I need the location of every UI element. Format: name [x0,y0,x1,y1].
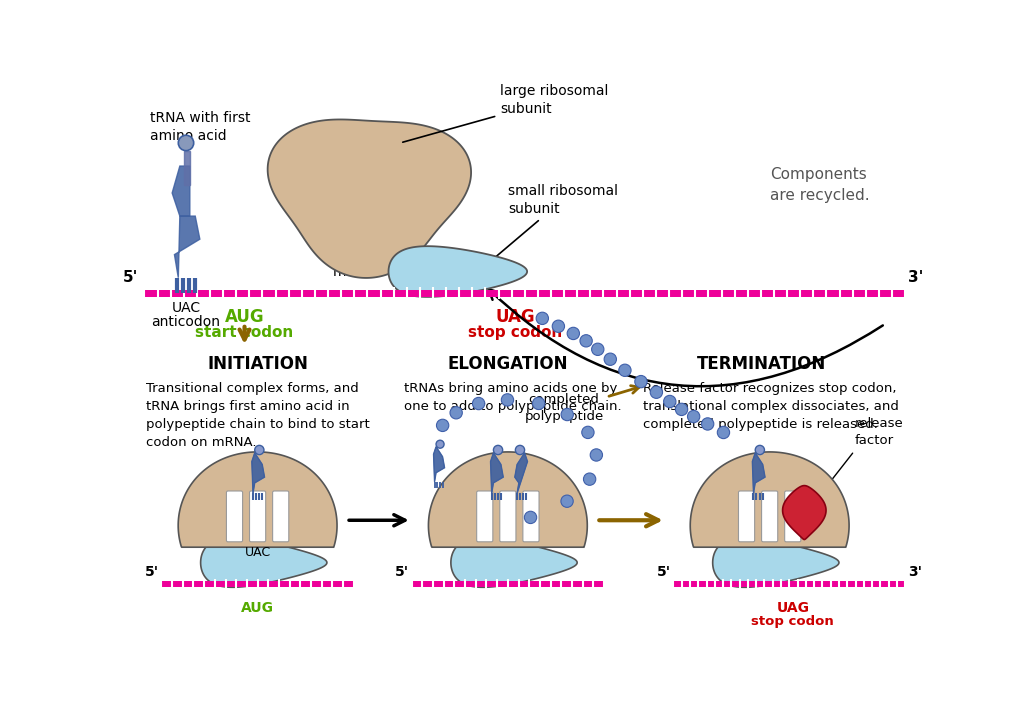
Circle shape [552,320,564,332]
Text: UAG: UAG [496,309,536,327]
Text: small ribosomal
subunit: small ribosomal subunit [486,184,617,264]
Circle shape [618,364,631,376]
Circle shape [450,407,462,419]
Text: stop codon: stop codon [468,325,562,340]
Circle shape [701,417,714,430]
Text: UAC: UAC [171,301,201,315]
Polygon shape [782,486,826,540]
Polygon shape [490,453,503,493]
Circle shape [567,327,580,339]
Circle shape [664,395,676,408]
Text: anticodon: anticodon [152,315,220,329]
Text: tRNAs bring amino acids one by
one to add to polypeptide chain.: tRNAs bring amino acids one by one to ad… [403,382,622,413]
Circle shape [582,426,594,439]
Circle shape [561,495,573,508]
FancyBboxPatch shape [784,491,801,542]
Text: AUG: AUG [241,601,274,615]
FancyBboxPatch shape [272,491,289,542]
Circle shape [604,353,616,366]
Circle shape [494,445,503,454]
Text: 5': 5' [395,565,410,579]
Polygon shape [451,538,578,587]
Circle shape [178,135,194,151]
Text: ELONGATION: ELONGATION [447,355,568,373]
Text: Components
are recycled.: Components are recycled. [770,168,869,203]
Polygon shape [201,538,327,587]
Polygon shape [172,166,189,216]
Text: 5': 5' [657,565,671,579]
Polygon shape [713,538,839,587]
Circle shape [436,440,444,448]
Text: Transitional complex forms, and
tRNA brings first amino acid in
polypeptide chai: Transitional complex forms, and tRNA bri… [146,382,370,449]
Text: mRNA: mRNA [333,266,376,279]
Circle shape [436,419,449,432]
Circle shape [472,398,484,410]
Text: completed
polypeptide: completed polypeptide [524,393,603,423]
FancyBboxPatch shape [762,491,778,542]
Circle shape [532,398,545,410]
Text: tRNA with first
amino acid: tRNA with first amino acid [150,111,250,143]
FancyBboxPatch shape [500,491,516,542]
FancyBboxPatch shape [738,491,755,542]
Text: AUG: AUG [224,309,264,327]
Text: large ribosomal
subunit: large ribosomal subunit [402,84,608,142]
Circle shape [255,445,264,454]
Text: 3': 3' [908,271,924,285]
Polygon shape [184,151,189,185]
Polygon shape [428,452,588,547]
Circle shape [717,426,730,439]
Polygon shape [174,216,200,278]
Text: 5': 5' [123,271,138,285]
Text: release
factor: release factor [854,417,903,447]
Polygon shape [267,119,471,278]
Text: INITIATION: INITIATION [207,355,308,373]
Circle shape [635,376,647,388]
Polygon shape [252,453,264,493]
Circle shape [502,394,514,406]
Circle shape [756,445,765,454]
Circle shape [687,410,699,422]
Polygon shape [690,452,849,547]
Polygon shape [178,452,337,547]
Bar [162,581,354,587]
Circle shape [524,511,537,523]
Circle shape [537,312,549,324]
Text: stop codon: stop codon [752,615,835,628]
Polygon shape [388,246,527,297]
Bar [674,581,905,587]
Polygon shape [433,447,444,482]
Bar [412,581,604,587]
Polygon shape [753,453,765,493]
Circle shape [515,445,524,454]
FancyBboxPatch shape [250,491,265,542]
Circle shape [580,334,592,347]
Circle shape [676,403,688,415]
FancyBboxPatch shape [226,491,243,542]
Text: 5': 5' [145,565,159,579]
Circle shape [590,449,602,461]
Text: TERMINATION: TERMINATION [697,355,826,373]
FancyBboxPatch shape [523,491,539,542]
Bar [144,290,905,297]
Circle shape [584,473,596,486]
Text: UAG: UAG [776,601,809,615]
Circle shape [561,408,573,420]
Text: start codon: start codon [196,325,294,340]
Circle shape [650,386,663,398]
FancyBboxPatch shape [477,491,493,542]
Text: UAC: UAC [245,546,270,559]
Circle shape [592,343,604,356]
Polygon shape [515,453,527,493]
Text: 3': 3' [908,565,923,579]
Text: Release factor recognizes stop codon,
translational complex dissociates, and
com: Release factor recognizes stop codon, tr… [643,382,898,431]
